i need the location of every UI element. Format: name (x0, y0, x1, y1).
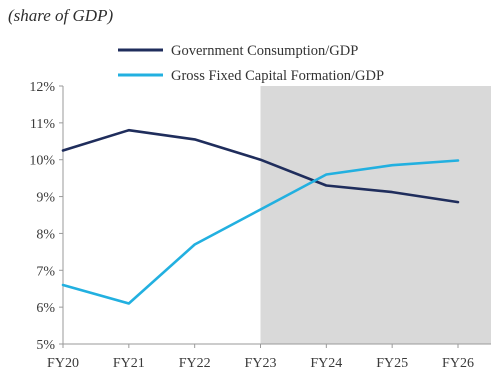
y-tick-label: 11% (30, 117, 55, 132)
y-tick-label: 9% (36, 191, 55, 206)
x-tick-label: FY25 (376, 356, 408, 371)
y-tick-label: 7% (36, 264, 55, 279)
series-line-0 (61, 128, 460, 204)
series-line-1 (61, 159, 460, 305)
y-tick-label: 6% (36, 301, 55, 316)
series-lines (61, 128, 460, 305)
legend-label: Government Consumption/GDP (171, 43, 358, 59)
legend: Government Consumption/GDP Gross Fixed Ca… (118, 43, 384, 84)
x-tick-label: FY24 (310, 356, 342, 371)
y-tick-label: 10% (29, 154, 55, 169)
x-tick-label: FY22 (179, 356, 211, 371)
x-tick-label: FY20 (47, 356, 79, 371)
legend-label: Gross Fixed Capital Formation/GDP (171, 68, 384, 84)
x-tick-label: FY26 (442, 356, 474, 371)
forecast-shaded-region (260, 86, 491, 344)
x-tick-label: FY23 (245, 356, 277, 371)
x-tick-label: FY21 (113, 356, 145, 371)
x-axis-ticks: FY20 FY21 FY22 FY23 FY24 FY25 FY26 (47, 344, 474, 371)
y-tick-label: 5% (36, 338, 55, 353)
chart-subtitle: (share of GDP) (8, 6, 114, 25)
y-tick-label: 8% (36, 227, 55, 242)
y-tick-label: 12% (29, 80, 55, 95)
y-axis-ticks: 5% 6% 7% 8% 9% 10% 11% 12% (29, 80, 63, 353)
